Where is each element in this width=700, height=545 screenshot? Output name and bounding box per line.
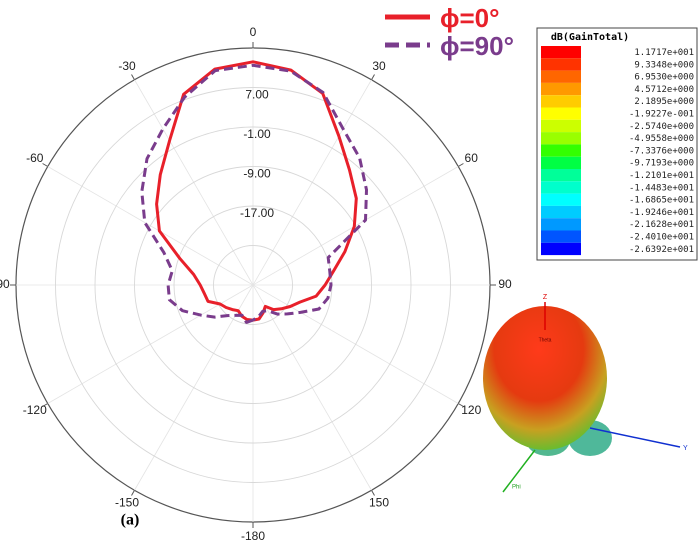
- theta-tick-label: -30: [118, 59, 136, 73]
- colorbar-label: -4.9558e+000: [629, 134, 694, 144]
- theta-tick: [42, 163, 49, 167]
- colorbar-label: -1.4483e+001: [629, 183, 694, 193]
- theta-tick-label: 30: [372, 59, 386, 73]
- theta-tick-label: 90: [498, 277, 512, 291]
- theta-tick: [457, 403, 464, 407]
- colorbar-swatch: [541, 70, 581, 83]
- colorbar-swatch: [541, 205, 581, 219]
- colorbar-label: -7.3376e+000: [629, 146, 694, 156]
- r-tick-label: -1.00: [243, 127, 271, 141]
- theta-tick-label: -60: [26, 151, 44, 165]
- phi-axis: [502, 449, 536, 493]
- theta-tick: [457, 163, 464, 167]
- legend: ϕ=0°ϕ=90°: [385, 3, 514, 61]
- legend-label: ϕ=0°: [440, 3, 500, 33]
- colorbar-label: 9.3348e+000: [634, 60, 694, 70]
- colorbar-label: -1.9246e+001: [629, 208, 694, 218]
- colorbar-swatch: [541, 107, 581, 120]
- colorbar-label: -1.9227e-001: [629, 110, 694, 120]
- y-axis: [589, 427, 681, 448]
- polar-chart: 0 30 60 90 120 150 -180 -150 -120 -90 -60 -30 7.00 -1…: [0, 25, 512, 543]
- phi-label: Phi: [512, 485, 521, 491]
- colorbar-label: -2.4010e+001: [629, 233, 694, 243]
- y-label: Y: [683, 445, 688, 452]
- colorbar-swatch: [541, 95, 581, 108]
- series-line: [155, 60, 358, 322]
- r-tick-label: -17.00: [240, 206, 274, 220]
- r-tick-label: -9.00: [243, 167, 271, 181]
- colorbar-swatch: [541, 156, 581, 169]
- colorbar-label: 1.1717e+001: [634, 48, 694, 58]
- colorbar-label: -1.6865e+001: [629, 196, 694, 206]
- colorbar-label: 2.1895e+000: [634, 97, 694, 107]
- colorbar-swatch: [541, 132, 581, 145]
- pattern-3d: Z Y Phi Theta: [483, 294, 688, 493]
- colorbar-swatch: [541, 119, 581, 133]
- theta-tick: [42, 403, 49, 407]
- theta-tick: [131, 489, 135, 496]
- colorbar-swatch: [541, 144, 581, 157]
- theta-tick: [371, 489, 375, 496]
- colorbar-swatch: [541, 169, 581, 182]
- colorbar-swatch: [541, 181, 581, 194]
- theta-label: Theta: [539, 337, 552, 343]
- theta-tick-label: -180: [241, 529, 265, 540]
- series-line: [140, 63, 368, 324]
- colorbar-label: -1.2101e+001: [629, 171, 694, 181]
- colorbar-swatch: [541, 218, 581, 231]
- colorbar-label: 4.5712e+000: [634, 85, 694, 95]
- colorbar-label: -2.1628e+001: [629, 220, 694, 230]
- colorbar-label: -9.7193e+000: [629, 159, 694, 169]
- r-tick-label: 7.00: [245, 88, 269, 102]
- theta-tick-label: -90: [0, 277, 10, 291]
- colorbar-label: -2.5740e+000: [629, 122, 694, 132]
- colorbar-swatch: [541, 193, 581, 206]
- colorbar-swatch: [541, 58, 581, 71]
- theta-tick: [131, 74, 135, 81]
- theta-tick-label: 0: [250, 25, 257, 39]
- ring-grid-line: [55, 87, 451, 483]
- theta-tick-label: 150: [369, 495, 389, 509]
- main-lobe: [483, 306, 607, 450]
- colorbar-swatch: [541, 82, 581, 96]
- theta-tick-label: -120: [23, 403, 47, 417]
- z-label: Z: [543, 294, 548, 301]
- colorbar-swatch: [541, 46, 581, 59]
- colorbar-label: -2.6392e+001: [629, 245, 694, 255]
- colorbar-swatch: [541, 242, 581, 256]
- colorbar-swatch: [541, 230, 581, 243]
- ring-grid-line: [134, 166, 372, 404]
- caption: (a): [121, 512, 140, 529]
- theta-tick-label: -150: [115, 495, 139, 509]
- colorbar: dB(GainTotal) 1.1717e+001 9.3348e+000 6.95…: [536, 27, 698, 261]
- theta-tick-label: 60: [465, 151, 479, 165]
- theta-tick: [371, 74, 375, 81]
- legend-label: ϕ=90°: [440, 31, 514, 61]
- ring-grid-line: [213, 245, 293, 325]
- colorbar-title: dB(GainTotal): [551, 31, 629, 43]
- theta-tick-label: 120: [461, 403, 481, 417]
- ring-grid-line: [94, 126, 412, 444]
- colorbar-label: 6.9530e+000: [634, 73, 694, 83]
